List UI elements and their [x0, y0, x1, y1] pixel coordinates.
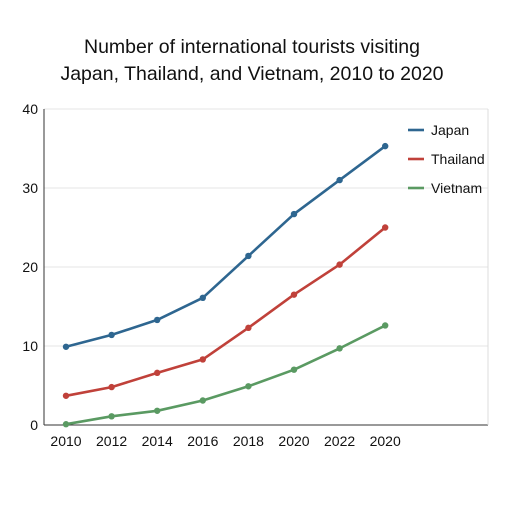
data-point-japan	[154, 316, 161, 324]
series-line-thailand	[64, 226, 387, 398]
legend-label-japan: Japan	[431, 122, 469, 138]
data-point-japan	[290, 210, 298, 218]
x-tick-label: 2012	[96, 433, 127, 449]
y-tick-label: 30	[22, 180, 38, 196]
data-point-japan	[245, 252, 252, 260]
data-point-vietnam	[245, 383, 252, 390]
data-point-thailand	[62, 392, 70, 399]
x-tick-label: 2022	[324, 433, 355, 449]
chart-title-line-2: Japan, Thailand, and Vietnam, 2010 to 20…	[60, 63, 443, 85]
x-tick-label: 2020	[278, 433, 309, 449]
x-tick-label: 2014	[142, 433, 173, 449]
data-point-vietnam	[199, 397, 206, 404]
data-point-japan	[108, 331, 115, 339]
legend-label-thailand: Thailand	[431, 151, 485, 167]
chart-title-line-1: Number of international tourists visitin…	[84, 36, 420, 58]
data-point-vietnam	[382, 322, 389, 329]
data-point-vietnam	[290, 366, 298, 373]
x-axis-ticks: 2010 2012 2014 2016 2018 2020 2022 2020	[50, 433, 401, 449]
data-point-thailand	[336, 261, 343, 268]
data-point-thailand	[245, 324, 252, 332]
series-line-japan	[64, 144, 387, 349]
data-point-vietnam	[108, 413, 115, 420]
x-tick-label: 2020	[370, 433, 401, 449]
legend: Japan Thailand Vietnam	[408, 122, 485, 196]
y-tick-label: 40	[22, 101, 38, 117]
y-tick-label: 0	[30, 417, 38, 433]
x-tick-label: 2010	[50, 433, 81, 449]
data-point-thailand	[154, 369, 161, 377]
axes	[43, 109, 489, 426]
data-point-vietnam	[154, 407, 161, 414]
x-tick-label: 2018	[233, 433, 264, 449]
series-lines	[62, 142, 389, 428]
y-axis-ticks: 0 10 20 30 40	[22, 101, 38, 433]
x-tick-label: 2016	[187, 433, 218, 449]
y-tick-label: 10	[22, 338, 38, 354]
data-point-japan	[336, 176, 343, 184]
series-line-vietnam	[64, 324, 387, 426]
data-point-thailand	[199, 356, 206, 363]
data-point-vietnam	[62, 421, 70, 428]
data-point-thailand	[382, 224, 389, 231]
data-point-japan	[62, 343, 70, 350]
data-point-japan	[199, 294, 206, 302]
data-point-thailand	[108, 383, 115, 391]
data-point-vietnam	[336, 345, 343, 352]
y-tick-label: 20	[22, 259, 38, 275]
legend-label-vietnam: Vietnam	[431, 180, 482, 196]
gridlines	[44, 108, 488, 347]
data-point-thailand	[290, 291, 298, 298]
data-point-japan	[382, 142, 389, 150]
